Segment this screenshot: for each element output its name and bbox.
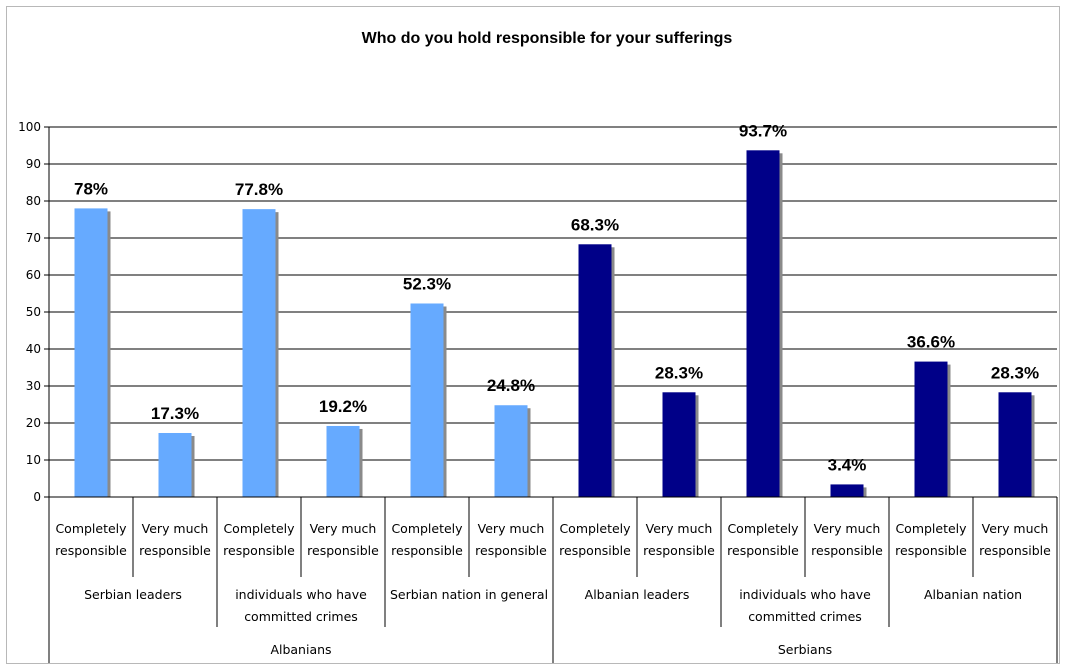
subgroup-label: committed crimes [244,609,358,624]
x-tick-label: responsible [307,543,379,558]
x-tick-label: Completely [55,521,127,536]
subgroup-label: Albanian leaders [585,587,690,602]
subgroup-label: individuals who have [235,587,367,602]
x-tick-label: Very much [814,521,881,536]
chart-frame: Who do you hold responsible for your suf… [6,6,1060,664]
labels: 0 10 20 30 40 50 60 70 80 90 100 78% Completely respo… [18,120,1051,657]
bar [830,484,864,497]
group-label: Albanians [270,642,331,657]
x-tick-label: responsible [391,543,463,558]
x-tick-label: responsible [643,543,715,558]
data-label: 68.3% [571,215,619,234]
x-tick-label: Completely [727,521,799,536]
x-tick-label: responsible [55,543,127,558]
y-tick-label: 60 [26,268,41,282]
x-tick-label: Completely [895,521,967,536]
bar [326,425,360,497]
y-tick-label: 30 [26,379,41,393]
bar [158,432,192,497]
chart-title: Who do you hold responsible for your suf… [362,30,733,47]
subgroup-label: committed crimes [748,609,862,624]
subgroup-label: individuals who have [739,587,871,602]
x-tick-label: responsible [727,543,799,558]
bar [494,405,528,497]
data-label: 28.3% [991,363,1039,382]
x-tick-label: responsible [811,543,883,558]
bars [74,150,1035,497]
data-label: 28.3% [655,363,703,382]
y-tick-label: 50 [26,305,41,319]
bar [998,392,1032,497]
group-label: Serbians [778,642,832,657]
axes [44,126,1058,663]
x-tick-label: Very much [310,521,377,536]
x-tick-label: responsible [223,543,295,558]
x-tick-label: Completely [391,521,463,536]
bar [242,209,276,497]
bar [746,150,780,497]
data-label: 77.8% [235,180,283,199]
y-tick-label: 80 [26,194,41,208]
x-tick-label: responsible [139,543,211,558]
x-tick-label: Very much [646,521,713,536]
data-label: 17.3% [151,404,199,423]
bar [74,208,108,497]
x-tick-label: responsible [979,543,1051,558]
data-label: 3.4% [828,455,867,474]
data-label: 36.6% [907,333,955,352]
x-tick-label: Very much [142,521,209,536]
bar [662,392,696,497]
x-tick-label: responsible [895,543,967,558]
x-tick-label: responsible [475,543,547,558]
x-tick-label: Completely [559,521,631,536]
x-tick-label: Completely [223,521,295,536]
data-label: 52.3% [403,274,451,293]
data-label: 24.8% [487,376,535,395]
y-tick-label: 90 [26,157,41,171]
data-label: 19.2% [319,397,367,416]
gridlines [49,126,1057,461]
x-tick-label: Very much [478,521,545,536]
bar [914,361,948,497]
bar [410,303,444,497]
x-tick-label: Very much [982,521,1049,536]
subgroup-label: Albanian nation [924,587,1022,602]
y-tick-label: 40 [26,342,41,356]
x-tick-label: responsible [559,543,631,558]
y-tick-label: 100 [18,120,41,134]
subgroup-label: Serbian leaders [84,587,182,602]
data-label: 93.7% [739,121,787,140]
bar [578,244,612,497]
y-tick-label: 10 [26,453,41,467]
y-tick-label: 0 [33,490,41,504]
y-tick-label: 70 [26,231,41,245]
bar-chart: Who do you hold responsible for your suf… [18,30,1058,663]
y-tick-label: 20 [26,416,41,430]
data-label: 78% [74,179,108,198]
subgroup-label: Serbian nation in general [390,587,548,602]
